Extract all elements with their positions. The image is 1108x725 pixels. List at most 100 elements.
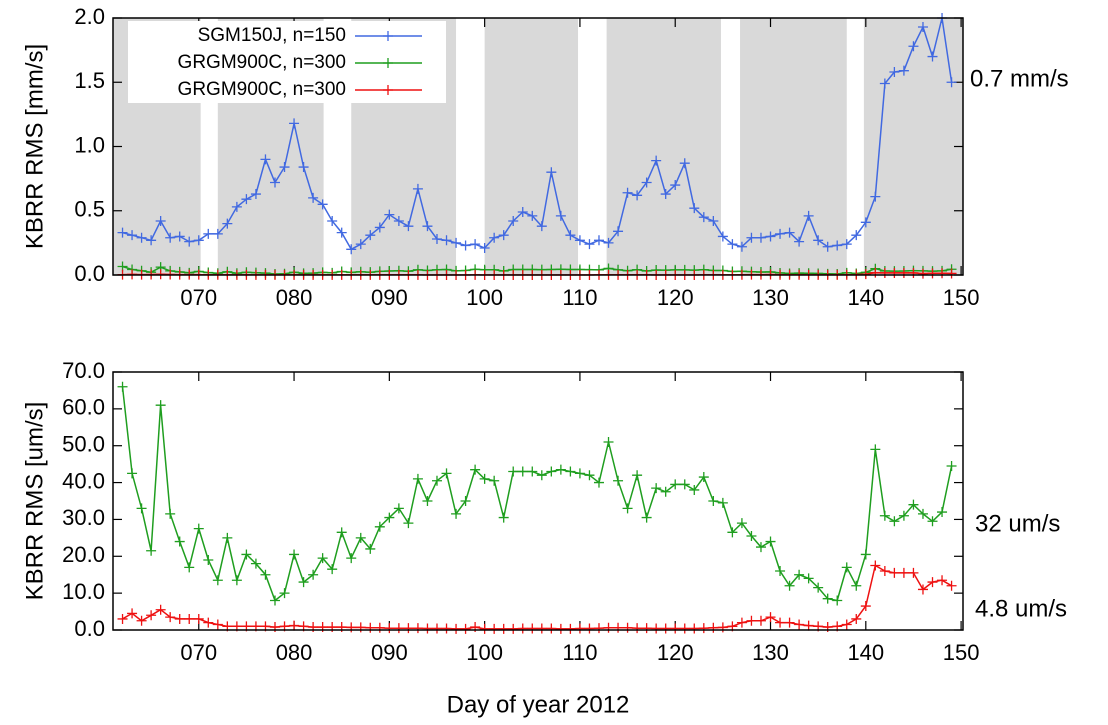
point-marker [584, 470, 595, 481]
point-marker [536, 221, 547, 232]
point-marker [174, 536, 185, 547]
x-tick-label: 100 [466, 285, 503, 310]
point-marker [794, 236, 805, 247]
point-marker [308, 192, 319, 203]
point-marker [555, 464, 566, 475]
x-tick-label: 130 [752, 640, 789, 665]
point-marker [670, 180, 681, 191]
point-marker [431, 234, 442, 245]
point-marker [565, 466, 576, 477]
y-tick-label: 0.0 [74, 616, 105, 641]
point-marker [365, 230, 376, 241]
point-marker [203, 617, 214, 628]
point-marker [127, 468, 138, 479]
y-tick-label: 40.0 [62, 468, 105, 493]
point-marker [146, 545, 157, 556]
point-marker [489, 475, 500, 486]
point-marker [565, 623, 576, 634]
point-marker [889, 267, 900, 278]
x-tick-label: 130 [752, 285, 789, 310]
point-marker [803, 620, 814, 631]
point-marker [889, 567, 900, 578]
point-marker [841, 239, 852, 250]
point-marker [613, 622, 624, 633]
point-marker [374, 222, 385, 233]
point-marker [784, 617, 795, 628]
point-marker [374, 521, 385, 532]
point-marker [879, 510, 890, 521]
point-marker [765, 231, 776, 242]
point-marker [308, 569, 319, 580]
point-marker [784, 580, 795, 591]
annotation: 0.7 mm/s [970, 65, 1069, 92]
y-tick-label: 10.0 [62, 579, 105, 604]
point-marker [775, 617, 786, 628]
point-marker [470, 464, 481, 475]
point-marker [269, 595, 280, 606]
point-marker [212, 575, 223, 586]
point-marker [898, 267, 909, 278]
point-marker [517, 623, 528, 634]
point-marker [860, 549, 871, 560]
point-marker [927, 516, 938, 527]
point-marker [146, 235, 157, 246]
point-marker [889, 66, 900, 77]
point-marker [117, 227, 128, 238]
point-marker [517, 466, 528, 477]
point-marker [593, 623, 604, 634]
point-marker [860, 269, 871, 280]
x-axis-label: Day of year 2012 [447, 691, 630, 718]
point-marker [155, 400, 166, 411]
x-tick-label: 140 [847, 285, 884, 310]
point-marker [498, 230, 509, 241]
point-marker [622, 187, 633, 198]
point-marker [555, 623, 566, 634]
point-marker [517, 207, 528, 218]
x-tick-label: 120 [657, 640, 694, 665]
point-marker [593, 477, 604, 488]
point-marker [775, 566, 786, 577]
point-marker [384, 512, 395, 523]
point-marker [203, 228, 214, 239]
point-marker [422, 623, 433, 634]
point-marker [193, 235, 204, 246]
point-marker [622, 503, 633, 514]
legend-marker [383, 31, 393, 41]
point-marker [898, 567, 909, 578]
shaded-range [484, 18, 579, 275]
point-marker [546, 623, 557, 634]
point-marker [660, 623, 671, 634]
shaded-range [606, 18, 721, 275]
x-tick-label: 080 [276, 640, 313, 665]
point-marker [698, 623, 709, 634]
point-marker [908, 499, 919, 510]
point-marker [946, 460, 957, 471]
point-marker [165, 232, 176, 243]
point-marker [365, 543, 376, 554]
point-marker [136, 615, 147, 626]
point-marker [651, 483, 662, 494]
point-marker [222, 532, 233, 543]
point-marker [317, 199, 328, 210]
point-marker [679, 158, 690, 169]
point-marker [870, 560, 881, 571]
point-marker [155, 216, 166, 227]
point-marker [641, 177, 652, 188]
point-marker [860, 217, 871, 228]
point-marker [508, 623, 519, 634]
legend-marker [383, 58, 393, 68]
point-marker [698, 212, 709, 223]
point-marker [393, 623, 404, 634]
point-marker [508, 216, 519, 227]
point-marker [193, 523, 204, 534]
point-marker [651, 623, 662, 634]
point-marker [460, 623, 471, 634]
point-marker [641, 512, 652, 523]
point-marker [155, 604, 166, 615]
x-tick-label: 090 [371, 640, 408, 665]
point-marker [384, 209, 395, 220]
point-marker [632, 623, 643, 634]
point-marker [346, 244, 357, 255]
point-marker [203, 554, 214, 565]
